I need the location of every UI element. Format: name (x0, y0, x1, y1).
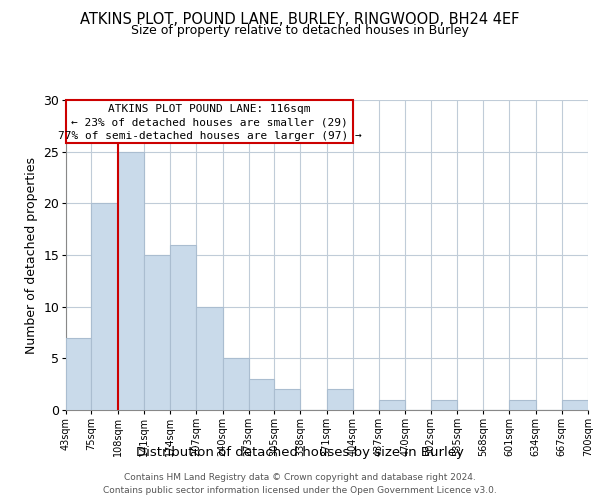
Bar (223, 358, 249, 410)
Y-axis label: Number of detached properties: Number of detached properties (25, 156, 38, 354)
Text: 77% of semi-detached houses are larger (97) →: 77% of semi-detached houses are larger (… (58, 131, 361, 141)
Text: ATKINS PLOT, POUND LANE, BURLEY, RINGWOOD, BH24 4EF: ATKINS PLOT, POUND LANE, BURLEY, RINGWOO… (80, 12, 520, 28)
Text: Size of property relative to detached houses in Burley: Size of property relative to detached ho… (131, 24, 469, 37)
Bar (431, 400, 457, 410)
Bar (118, 152, 144, 410)
Bar (379, 400, 405, 410)
Bar (91, 204, 118, 410)
Text: Contains HM Land Registry data © Crown copyright and database right 2024.
Contai: Contains HM Land Registry data © Crown c… (103, 474, 497, 495)
Bar (196, 306, 223, 410)
Bar (326, 390, 353, 410)
Text: Distribution of detached houses by size in Burley: Distribution of detached houses by size … (136, 446, 464, 459)
Text: ← 23% of detached houses are smaller (29): ← 23% of detached houses are smaller (29… (71, 118, 348, 128)
Bar (274, 390, 301, 410)
Bar (249, 379, 274, 410)
Bar (66, 338, 91, 410)
Bar (509, 400, 536, 410)
Bar (144, 255, 170, 410)
FancyBboxPatch shape (66, 100, 353, 144)
Bar (562, 400, 588, 410)
Bar (170, 244, 196, 410)
Text: ATKINS PLOT POUND LANE: 116sqm: ATKINS PLOT POUND LANE: 116sqm (108, 104, 311, 114)
